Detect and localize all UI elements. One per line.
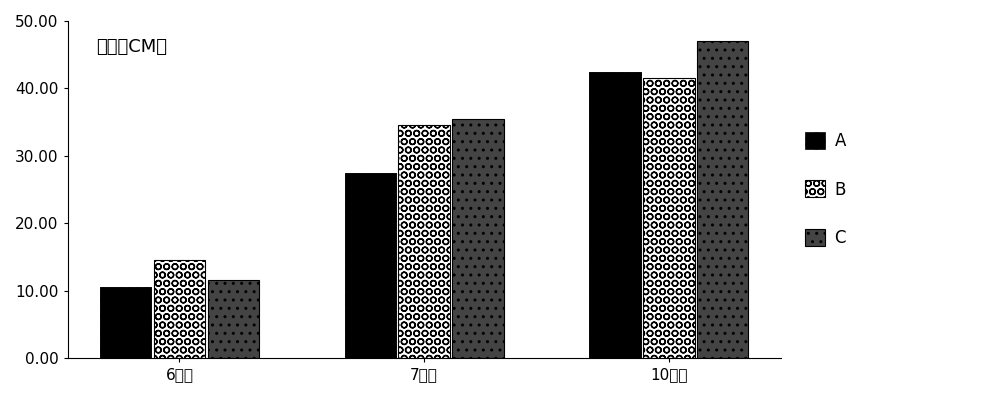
Bar [643, 78, 695, 358]
Bar [398, 125, 450, 358]
Bar [697, 41, 748, 358]
Bar [452, 119, 504, 358]
Bar [345, 173, 396, 358]
Bar [100, 287, 151, 358]
Bar [589, 71, 641, 358]
Text: 株高（CM）: 株高（CM） [96, 38, 167, 56]
Bar [589, 71, 641, 358]
Bar [208, 280, 259, 358]
Bar [345, 173, 396, 358]
Legend: A, B, C: A, B, C [796, 124, 854, 255]
Bar [154, 260, 205, 358]
Bar [100, 287, 151, 358]
